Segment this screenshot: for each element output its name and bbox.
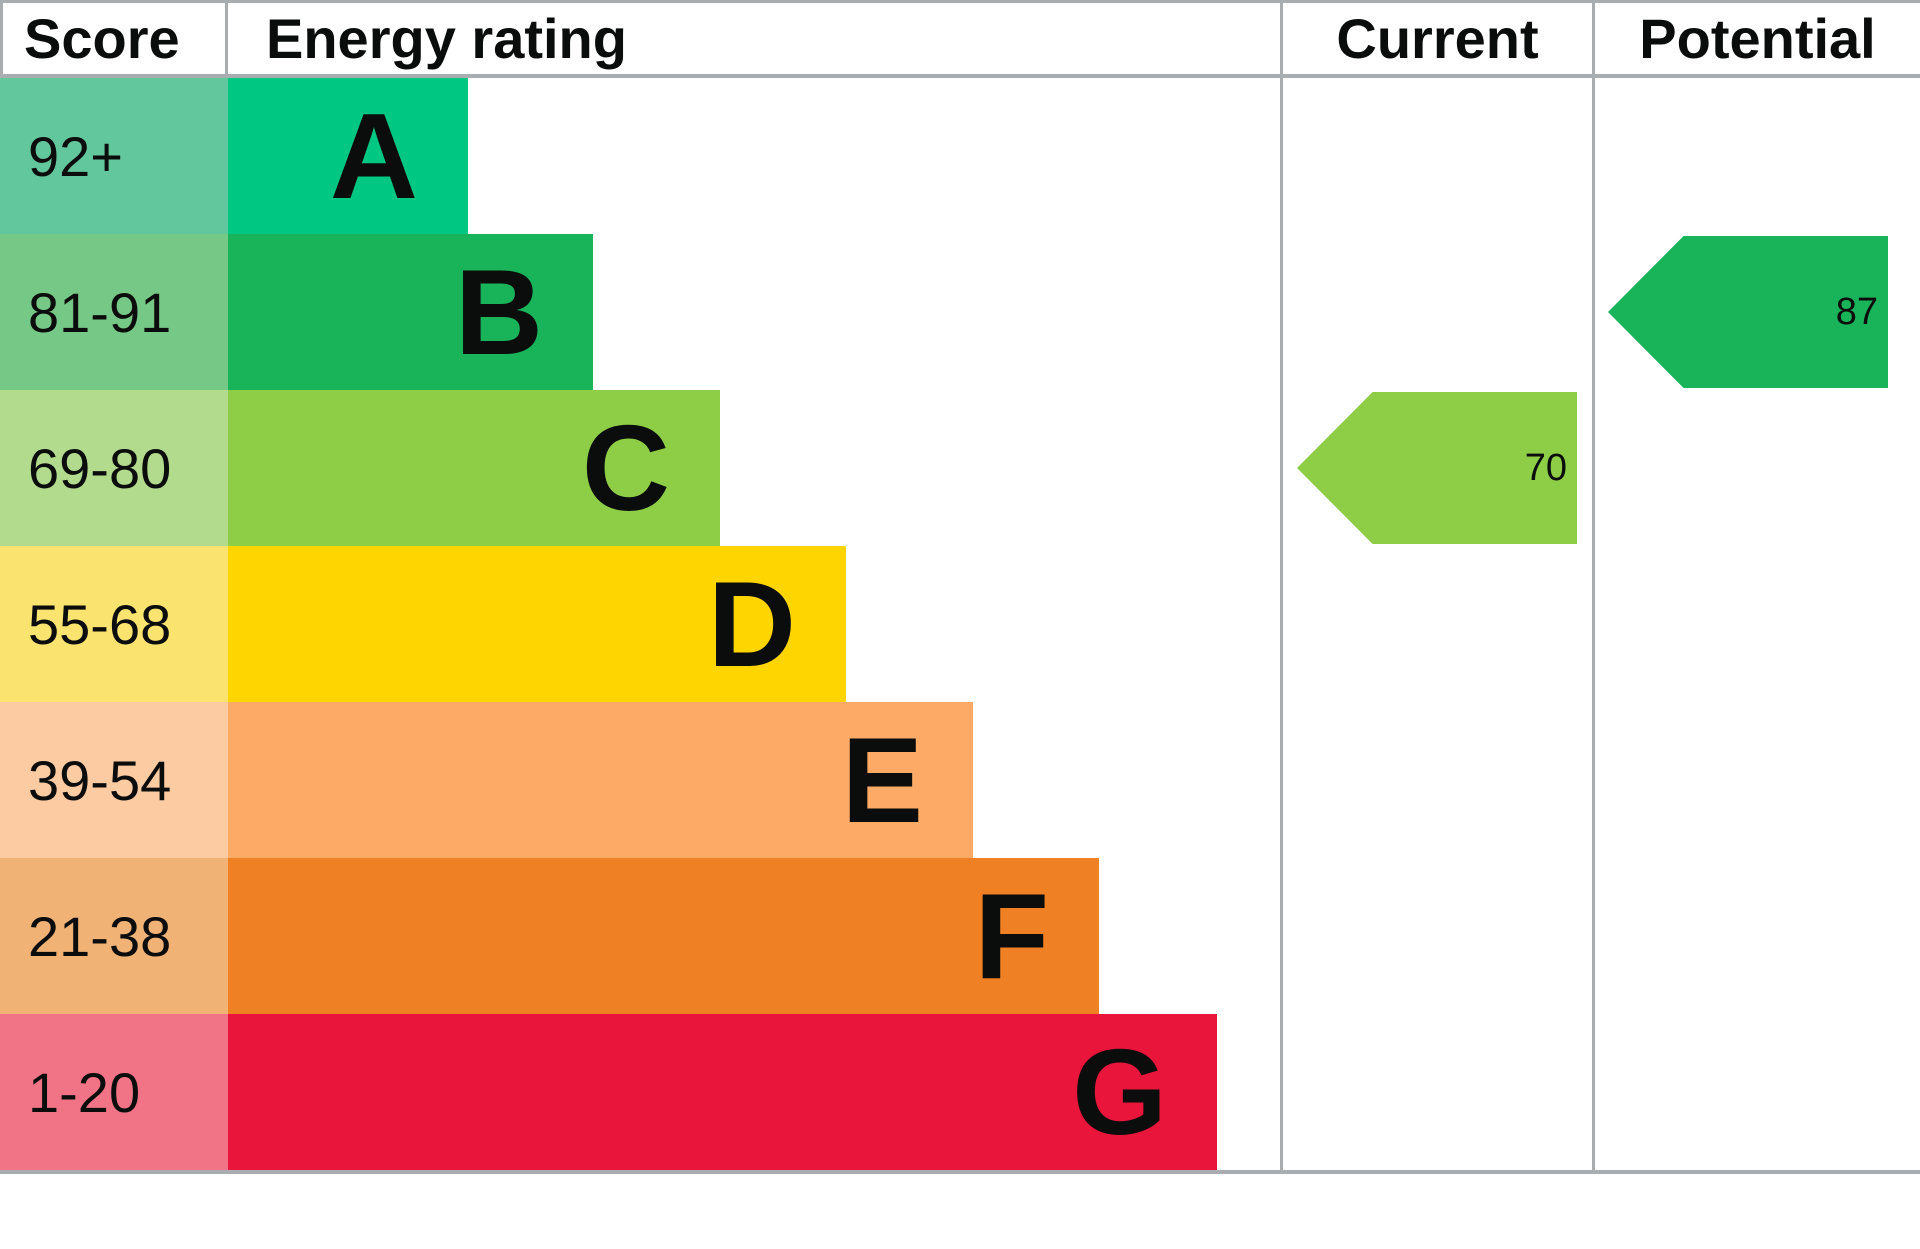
band-letter-e: E [841, 712, 923, 848]
band-bar-b: B [228, 234, 593, 390]
header-energy-rating: Energy rating [266, 7, 627, 70]
band-letter-g: G [1072, 1024, 1167, 1160]
header-current: Current [1336, 7, 1539, 70]
band-bar-d: D [228, 546, 846, 702]
band-letter-d: D [707, 556, 796, 692]
band-letter-a: A [329, 88, 418, 224]
band-bar-f: F [228, 858, 1099, 1014]
band-letter-f: F [974, 868, 1049, 1004]
score-range-a: 92+ [0, 78, 228, 234]
table-bottom-border [0, 1170, 1920, 1174]
score-range-e: 39-54 [0, 702, 228, 858]
band-row-f: 21-38 F [0, 858, 1920, 1014]
band-bar-e: E [228, 702, 973, 858]
score-range-d: 55-68 [0, 546, 228, 702]
score-range-f: 21-38 [0, 858, 228, 1014]
band-row-d: 55-68 D [0, 546, 1920, 702]
band-row-b: 81-91 B [0, 234, 1920, 390]
divider-current-column [1280, 0, 1283, 1170]
band-row-a: 92+ A [0, 78, 1920, 234]
band-letter-b: B [454, 244, 543, 380]
divider-potential-column [1592, 0, 1595, 1170]
header-left-border [0, 0, 3, 78]
band-row-c: 69-80 C [0, 390, 1920, 546]
band-row-e: 39-54 E [0, 702, 1920, 858]
header-score: Score [24, 7, 180, 70]
band-letter-c: C [581, 400, 670, 536]
score-range-g: 1-20 [0, 1014, 228, 1170]
score-range-b: 81-91 [0, 234, 228, 390]
band-bar-a: A [228, 78, 468, 234]
potential-rating-value: 87 [1835, 291, 1878, 333]
band-bar-g: G [228, 1014, 1217, 1170]
table-top-border [0, 0, 1920, 3]
header-bottom-border [0, 74, 1920, 78]
current-rating-value: 70 [1524, 447, 1567, 489]
band-bar-c: C [228, 390, 720, 546]
score-range-c: 69-80 [0, 390, 228, 546]
divider-score-column [225, 0, 228, 78]
band-row-g: 1-20 G [0, 1014, 1920, 1170]
header-potential: Potential [1639, 7, 1876, 70]
